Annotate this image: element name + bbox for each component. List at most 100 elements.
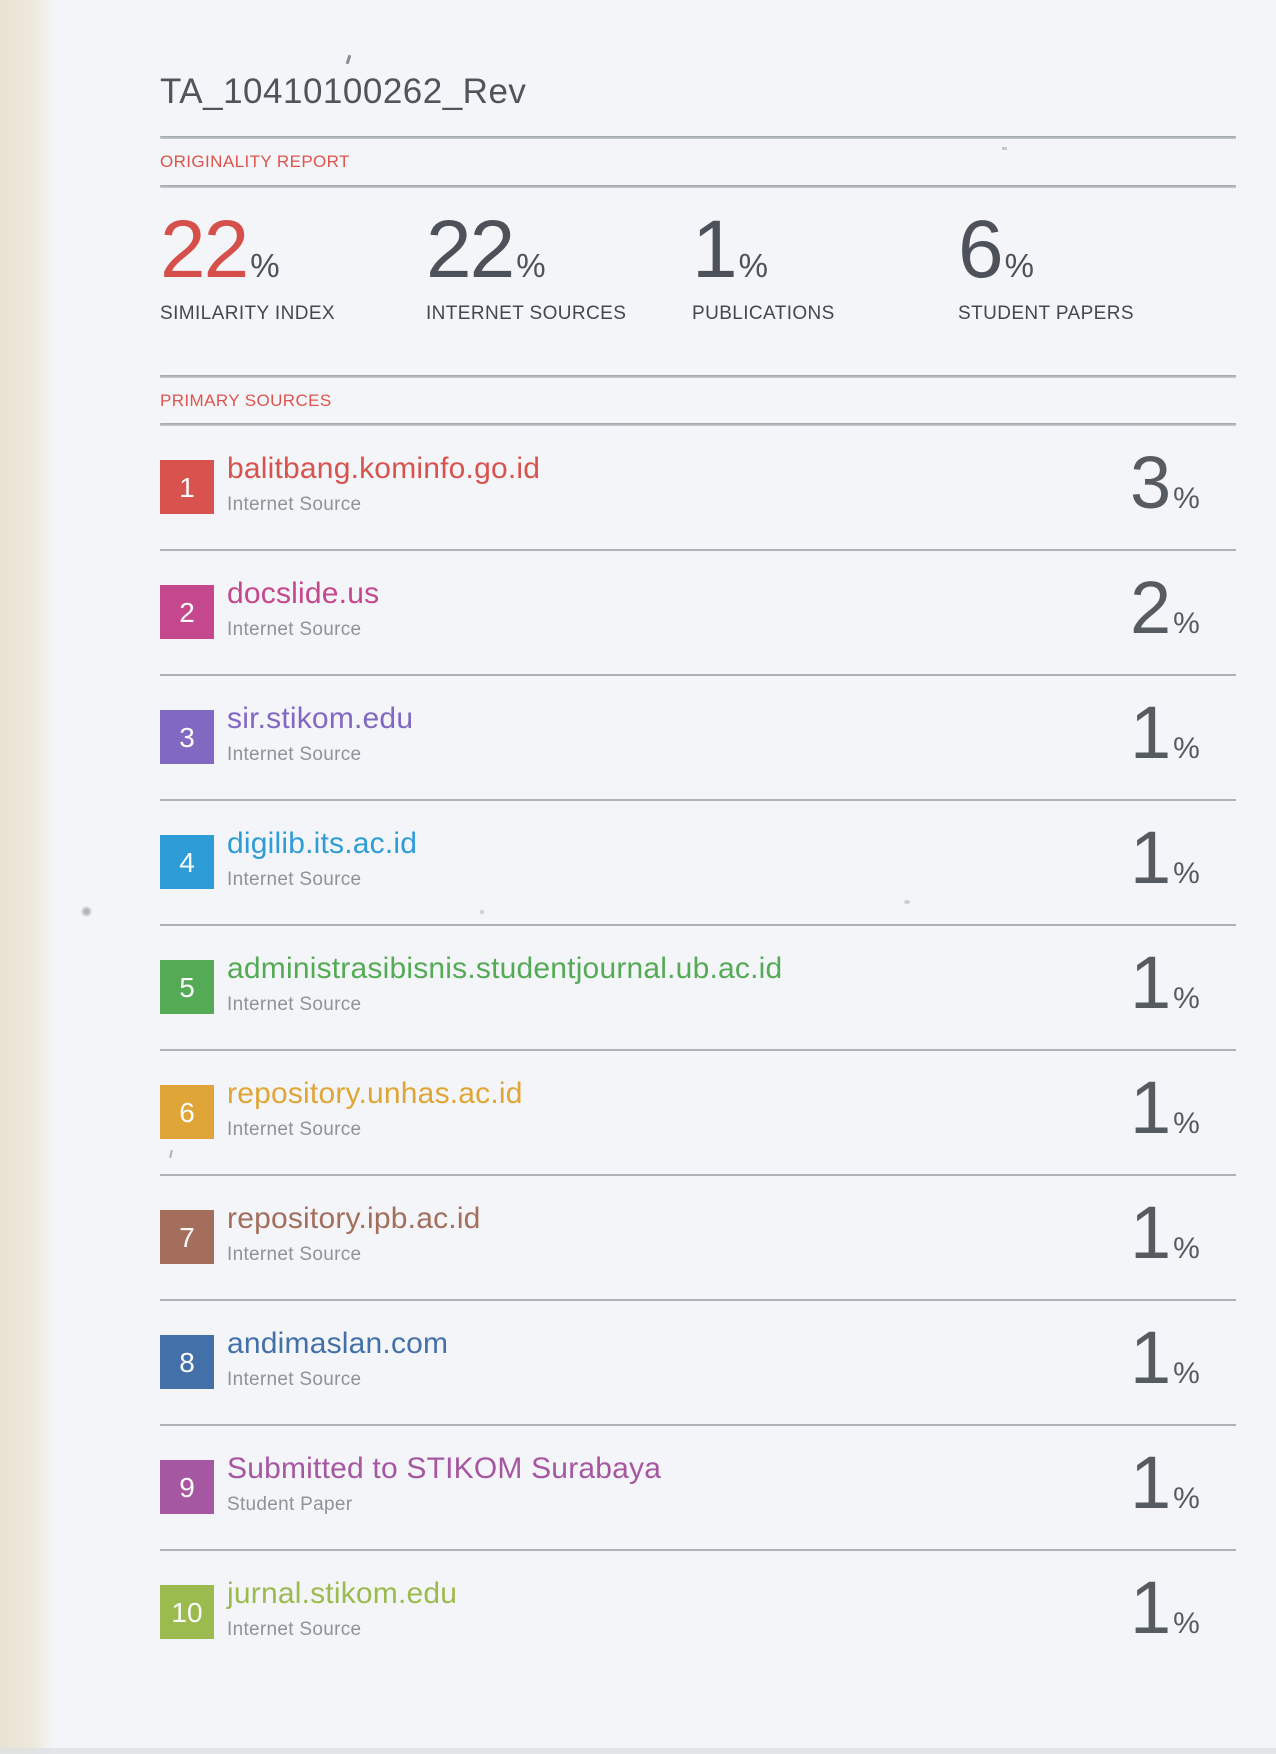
source-rank-badge: 9 — [160, 1460, 214, 1515]
source-percent: 1% — [1130, 1441, 1236, 1525]
source-rank-number: 6 — [179, 1097, 195, 1129]
source-percent: 2% — [1130, 566, 1236, 650]
originality-report-label: ORIGINALITY REPORT — [160, 152, 350, 171]
source-percent-value: 1 — [1130, 1566, 1172, 1650]
source-percent-value: 2 — [1130, 566, 1172, 650]
source-info: docslide.us Internet Source — [227, 578, 1130, 641]
source-percent-sign: % — [1173, 482, 1200, 516]
source-rank-badge: 7 — [160, 1210, 214, 1265]
report-content: TA_10410100262_Rev ORIGINALITY REPORT 22… — [160, 0, 1236, 1676]
stat-value: 22 — [426, 204, 515, 295]
source-info: repository.unhas.ac.id Internet Source — [227, 1078, 1130, 1141]
source-name: administrasibisnis.studentjournal.ub.ac.… — [227, 952, 783, 986]
source-info: jurnal.stikom.edu Internet Source — [227, 1578, 1130, 1641]
divider — [160, 423, 1236, 427]
source-name: jurnal.stikom.edu — [227, 1577, 458, 1611]
source-percent: 1% — [1130, 1191, 1236, 1275]
scan-left-edge — [0, 0, 56, 1754]
source-type: Internet Source — [227, 1368, 362, 1390]
stat-value: 1 — [692, 204, 738, 295]
stat-item: 1% PUBLICATIONS — [692, 209, 958, 325]
source-row: 1 balitbang.kominfo.go.id Internet Sourc… — [160, 426, 1236, 552]
source-rank-badge: 3 — [160, 710, 214, 765]
stat-percent-sign: % — [738, 247, 768, 284]
stat-percent-sign: % — [516, 247, 546, 284]
source-name: docslide.us — [227, 577, 380, 611]
source-info: administrasibisnis.studentjournal.ub.ac.… — [227, 953, 1130, 1016]
source-percent-sign: % — [1173, 1357, 1200, 1391]
source-rank-number: 7 — [179, 1222, 195, 1254]
scan-speck — [480, 910, 484, 914]
source-percent: 1% — [1130, 691, 1236, 775]
source-info: Submitted to STIKOM Surabaya Student Pap… — [227, 1453, 1130, 1516]
stat-label: INTERNET SOURCES — [426, 303, 627, 325]
source-row: 7 repository.ipb.ac.id Internet Source 1… — [160, 1176, 1236, 1302]
source-rank-badge: 1 — [160, 460, 214, 515]
source-name: Submitted to STIKOM Surabaya — [227, 1452, 662, 1486]
scan-bottom-edge — [0, 1748, 1276, 1754]
source-type: Internet Source — [227, 618, 362, 640]
source-percent-sign: % — [1173, 1607, 1200, 1641]
stat-value: 22 — [160, 204, 249, 295]
source-percent-sign: % — [1173, 857, 1200, 891]
source-type: Internet Source — [227, 868, 362, 890]
source-percent-sign: % — [1173, 1232, 1200, 1266]
source-rank-number: 3 — [179, 722, 195, 754]
primary-sources-label: PRIMARY SOURCES — [160, 391, 332, 411]
stat-value: 6 — [958, 204, 1004, 295]
source-percent-sign: % — [1173, 732, 1200, 766]
source-rank-number: 5 — [179, 972, 195, 1004]
source-type: Internet Source — [227, 1118, 362, 1140]
source-percent-value: 1 — [1130, 941, 1172, 1025]
source-rank-badge: 6 — [160, 1085, 214, 1140]
stat-item: 22% SIMILARITY INDEX — [160, 209, 426, 325]
source-percent-value: 1 — [1130, 1441, 1172, 1525]
source-rank-badge: 2 — [160, 585, 214, 640]
scan-speck — [904, 900, 910, 904]
source-percent-sign: % — [1173, 982, 1200, 1016]
source-percent: 3% — [1130, 441, 1236, 525]
source-percent-value: 3 — [1130, 441, 1172, 525]
source-info: andimaslan.com Internet Source — [227, 1328, 1130, 1391]
source-type: Internet Source — [227, 993, 362, 1015]
divider — [160, 375, 1236, 379]
source-percent-value: 1 — [1130, 691, 1172, 775]
source-percent: 1% — [1130, 1066, 1236, 1150]
source-rank-number: 10 — [171, 1597, 203, 1629]
source-rank-number: 4 — [179, 847, 195, 879]
source-rank-number: 9 — [179, 1472, 195, 1504]
source-name: repository.ipb.ac.id — [227, 1202, 481, 1236]
stat-label: STUDENT PAPERS — [958, 303, 1134, 325]
source-type: Internet Source — [227, 1243, 362, 1265]
source-info: repository.ipb.ac.id Internet Source — [227, 1203, 1130, 1266]
source-percent-value: 1 — [1130, 1191, 1172, 1275]
source-percent-sign: % — [1173, 1107, 1200, 1141]
source-info: sir.stikom.edu Internet Source — [227, 703, 1130, 766]
source-row: 8 andimaslan.com Internet Source 1% — [160, 1301, 1236, 1427]
source-rank-badge: 5 — [160, 960, 214, 1015]
source-percent-value: 1 — [1130, 816, 1172, 900]
source-name: digilib.its.ac.id — [227, 827, 418, 861]
source-row: 2 docslide.us Internet Source 2% — [160, 551, 1236, 677]
source-percent: 1% — [1130, 941, 1236, 1025]
source-rank-badge: 8 — [160, 1335, 214, 1390]
source-rank-number: 2 — [179, 597, 195, 629]
source-row: 6 repository.unhas.ac.id Internet Source… — [160, 1051, 1236, 1177]
stats-row: 22% SIMILARITY INDEX 22% INTERNET SOURCE… — [160, 209, 1236, 325]
source-percent: 1% — [1130, 816, 1236, 900]
source-name: sir.stikom.edu — [227, 702, 414, 736]
source-row: 9 Submitted to STIKOM Surabaya Student P… — [160, 1426, 1236, 1552]
page-title: TA_10410100262_Rev — [160, 72, 527, 111]
source-row: 10 jurnal.stikom.edu Internet Source 1% — [160, 1551, 1236, 1676]
source-percent-sign: % — [1173, 1482, 1200, 1516]
scan-speck — [1002, 147, 1007, 150]
source-type: Internet Source — [227, 743, 362, 765]
source-rank-number: 1 — [179, 472, 195, 504]
stat-number: 22% — [160, 209, 426, 291]
divider — [160, 185, 1236, 188]
stat-number: 1% — [692, 209, 958, 291]
source-percent-value: 1 — [1130, 1066, 1172, 1150]
stat-number: 6% — [958, 209, 1134, 291]
source-rank-number: 8 — [179, 1347, 195, 1379]
